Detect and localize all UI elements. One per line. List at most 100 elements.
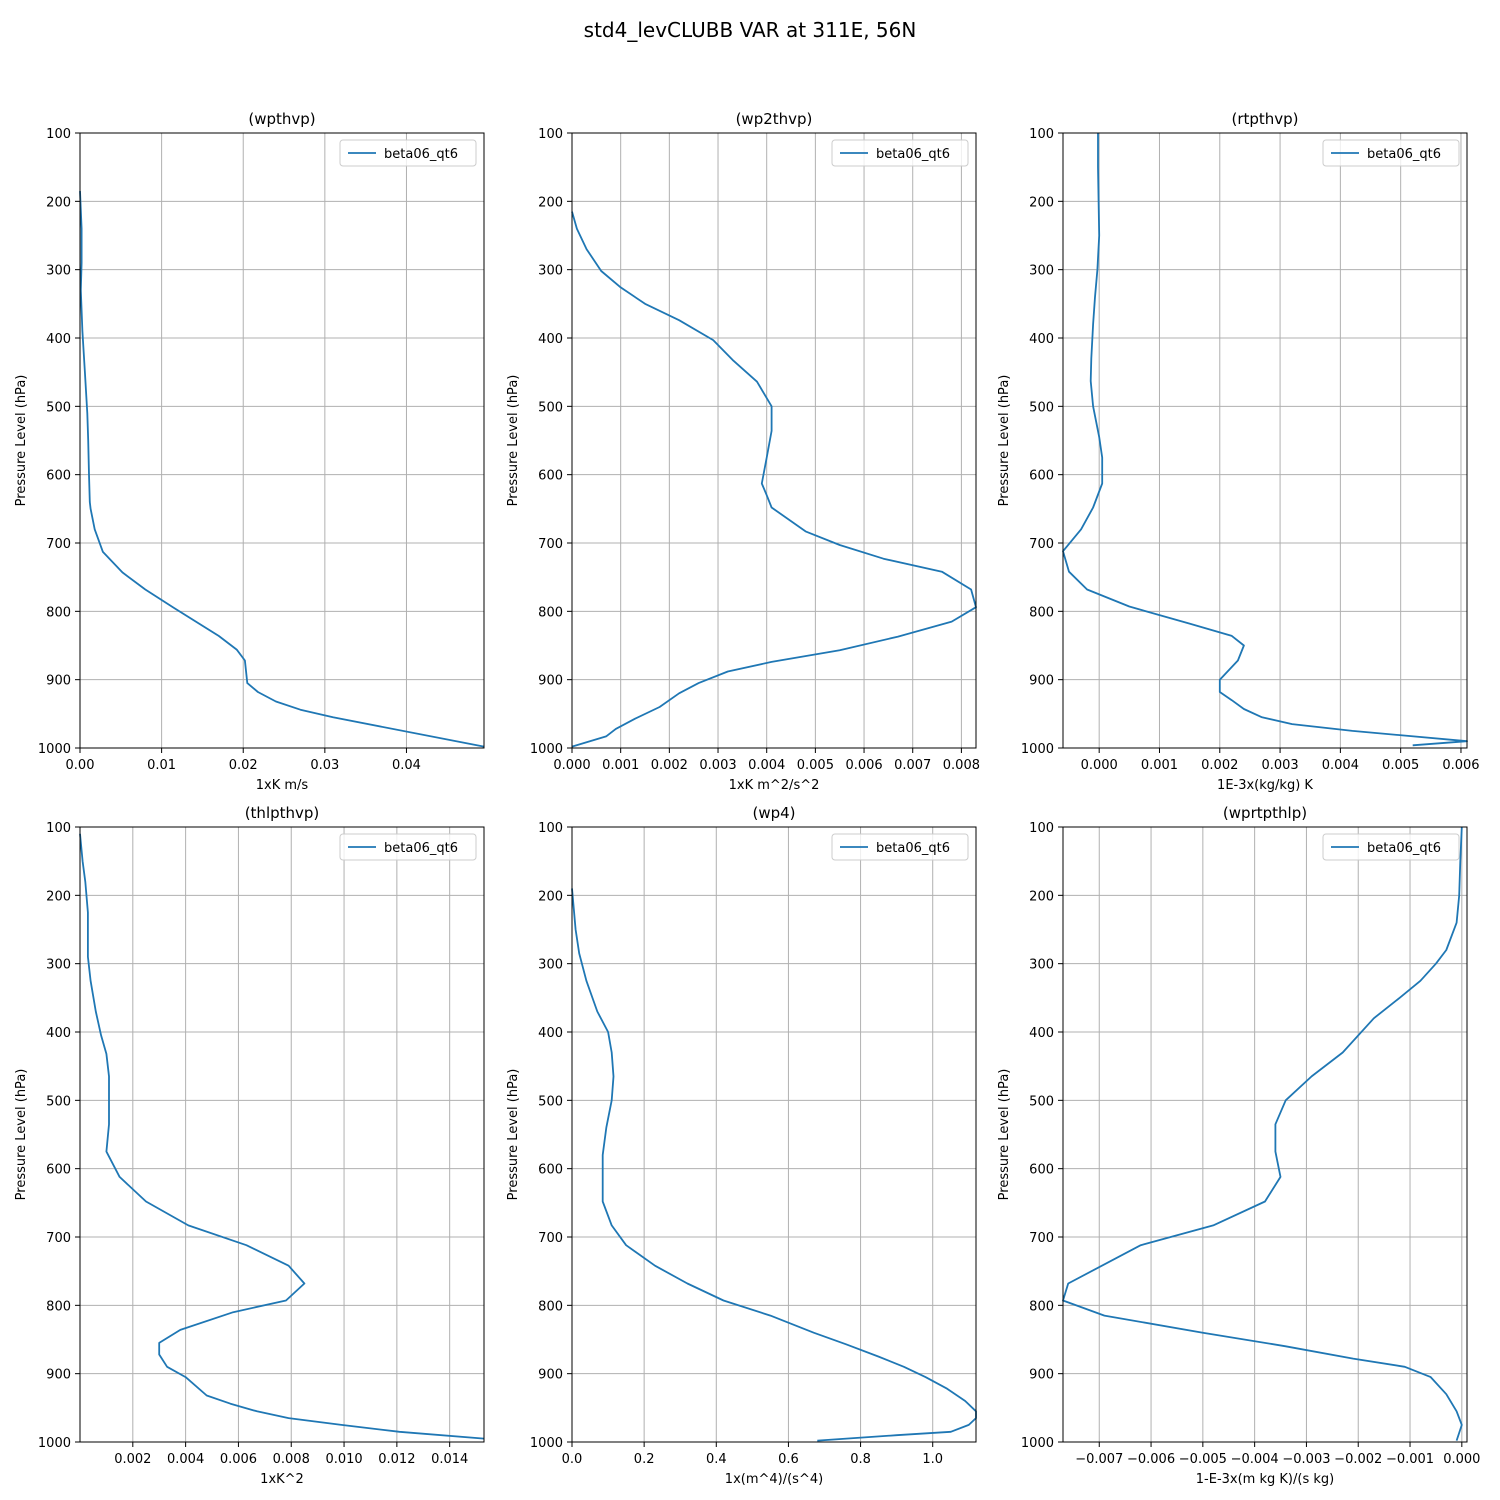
- y-tick-label: 200: [538, 195, 563, 210]
- legend-entry-label: beta06_qt6: [876, 147, 950, 162]
- legend: beta06_qt6: [831, 833, 969, 861]
- subplot-wpthvp: 0.00 0.01 0.02 0.03 0.04 100 200 300 400 500 600 70…: [14, 110, 485, 793]
- subplot-title: (wpthvp): [248, 110, 315, 128]
- x-tick-label: −0.005: [1179, 1452, 1227, 1467]
- axes-frame: [79, 132, 485, 749]
- axes-frame: [79, 826, 485, 1443]
- y-tick-label: 200: [1029, 889, 1054, 904]
- y-tick-label: 700: [1029, 1231, 1054, 1246]
- legend-box: [831, 139, 969, 167]
- x-tick-label: 0.014: [431, 1452, 468, 1467]
- x-tick-label: 0.004: [748, 758, 785, 773]
- x-tick-label: 0.003: [699, 758, 736, 773]
- series-line-beta06_qt6: [79, 833, 485, 1440]
- x-tick-label: 0.008: [943, 758, 980, 773]
- y-tick-label: 400: [1029, 1026, 1054, 1041]
- y-tick-label: 400: [46, 332, 71, 347]
- y-tick-label: 800: [1029, 1299, 1054, 1314]
- y-tick-label: 200: [46, 195, 71, 210]
- x-tick-label: 0.001: [1141, 758, 1178, 773]
- x-tick-label: 0.006: [220, 1452, 257, 1467]
- axes-frame: [1062, 826, 1468, 1443]
- y-tick-label: 500: [538, 1094, 563, 1109]
- y-tick-label: 100: [538, 127, 563, 142]
- x-tick-label: 0.00: [66, 758, 95, 773]
- y-tick-label: 1000: [530, 742, 563, 757]
- y-axis-label: Pressure Level (hPa): [506, 1069, 521, 1201]
- y-tick-label: 800: [46, 1299, 71, 1314]
- y-tick-label: 1000: [530, 1436, 563, 1451]
- series-line-beta06_qt6: [79, 191, 485, 748]
- y-tick-label: 700: [46, 537, 71, 552]
- x-tick-label: 0.007: [894, 758, 931, 773]
- y-tick-label: 800: [46, 605, 71, 620]
- legend: beta06_qt6: [1322, 139, 1460, 167]
- legend: beta06_qt6: [339, 833, 477, 861]
- y-tick-label: 900: [538, 674, 563, 689]
- y-tick-label: 700: [46, 1231, 71, 1246]
- subplot-thlpthvp: 0.002 0.004 0.006 0.008 0.010 0.012 0.014 100 20…: [14, 804, 485, 1487]
- y-axis-label: Pressure Level (hPa): [506, 375, 521, 507]
- y-tick-label: 300: [1029, 958, 1054, 973]
- x-tick-label: 0.000: [553, 758, 590, 773]
- x-tick-label: −0.006: [1127, 1452, 1175, 1467]
- x-axis-label: 1x(m^4)/(s^4): [725, 1472, 823, 1487]
- x-tick-label: 0.6: [778, 1452, 799, 1467]
- y-tick-label: 500: [1029, 1094, 1054, 1109]
- y-tick-label: 100: [1029, 127, 1054, 142]
- y-tick-label: 500: [46, 400, 71, 415]
- x-tick-label: 0.03: [310, 758, 339, 773]
- x-tick-label: 0.002: [114, 1452, 151, 1467]
- x-axis-label: 1xK^2: [260, 1472, 304, 1487]
- x-tick-label: 0.004: [1322, 758, 1359, 773]
- y-tick-label: 200: [538, 889, 563, 904]
- series-line-beta06_qt6: [571, 888, 977, 1442]
- y-tick-label: 800: [1029, 605, 1054, 620]
- y-tick-label: 600: [538, 1163, 563, 1178]
- x-tick-label: −0.004: [1231, 1452, 1279, 1467]
- x-tick-label: 0.8: [850, 1452, 871, 1467]
- y-axis-label: Pressure Level (hPa): [997, 1069, 1012, 1201]
- x-tick-label: 0.010: [325, 1452, 362, 1467]
- y-tick-label: 500: [538, 400, 563, 415]
- y-axis-label: Pressure Level (hPa): [997, 375, 1012, 507]
- legend-entry-label: beta06_qt6: [384, 841, 458, 856]
- x-tick-label: 0.005: [797, 758, 834, 773]
- legend: beta06_qt6: [831, 139, 969, 167]
- y-tick-label: 700: [1029, 537, 1054, 552]
- subplot-rtpthvp: 0.000 0.001 0.002 0.003 0.004 0.005 0.006 100 20…: [997, 110, 1480, 793]
- legend-entry-label: beta06_qt6: [384, 147, 458, 162]
- series-line-beta06_qt6: [1062, 133, 1468, 747]
- y-tick-label: 400: [46, 1026, 71, 1041]
- y-tick-label: 800: [538, 1299, 563, 1314]
- y-tick-label: 100: [1029, 821, 1054, 836]
- x-tick-label: −0.003: [1282, 1452, 1330, 1467]
- y-axis-label: Pressure Level (hPa): [14, 1069, 29, 1201]
- y-tick-label: 100: [46, 127, 71, 142]
- x-tick-label: 0.006: [845, 758, 882, 773]
- subplot-wp4: 0.0 0.2 0.4 0.6 0.8 1.0 100 200 300 400 500 600 700 8…: [506, 804, 977, 1487]
- legend-entry-label: beta06_qt6: [1367, 841, 1441, 856]
- x-tick-label: 1.0: [922, 1452, 943, 1467]
- x-tick-label: 0.004: [167, 1452, 204, 1467]
- legend: beta06_qt6: [1322, 833, 1460, 861]
- x-axis-label: 1-E-3x(m kg K)/(s kg): [1196, 1472, 1334, 1487]
- y-tick-label: 500: [1029, 400, 1054, 415]
- subplot-wprtpthlp: −0.007 −0.006 −0.005 −0.004 −0.003 −0.002 −0.0…: [997, 804, 1480, 1487]
- x-tick-label: −0.007: [1075, 1452, 1123, 1467]
- x-axis-label: 1E-3x(kg/kg) K: [1217, 778, 1313, 793]
- x-tick-label: 0.002: [1201, 758, 1238, 773]
- x-tick-label: 0.006: [1442, 758, 1479, 773]
- x-tick-label: 0.003: [1261, 758, 1298, 773]
- y-tick-label: 300: [538, 264, 563, 279]
- legend: beta06_qt6: [339, 139, 477, 167]
- x-tick-label: 0.005: [1382, 758, 1419, 773]
- y-tick-label: 600: [538, 469, 563, 484]
- subplot-grid: 0.00 0.01 0.02 0.03 0.04 100 200 300 400 500 600 70…: [14, 110, 1480, 1487]
- y-tick-label: 600: [46, 1163, 71, 1178]
- series-line-beta06_qt6: [571, 211, 977, 748]
- y-tick-label: 300: [46, 264, 71, 279]
- x-tick-label: 0.001: [602, 758, 639, 773]
- y-tick-label: 900: [538, 1368, 563, 1383]
